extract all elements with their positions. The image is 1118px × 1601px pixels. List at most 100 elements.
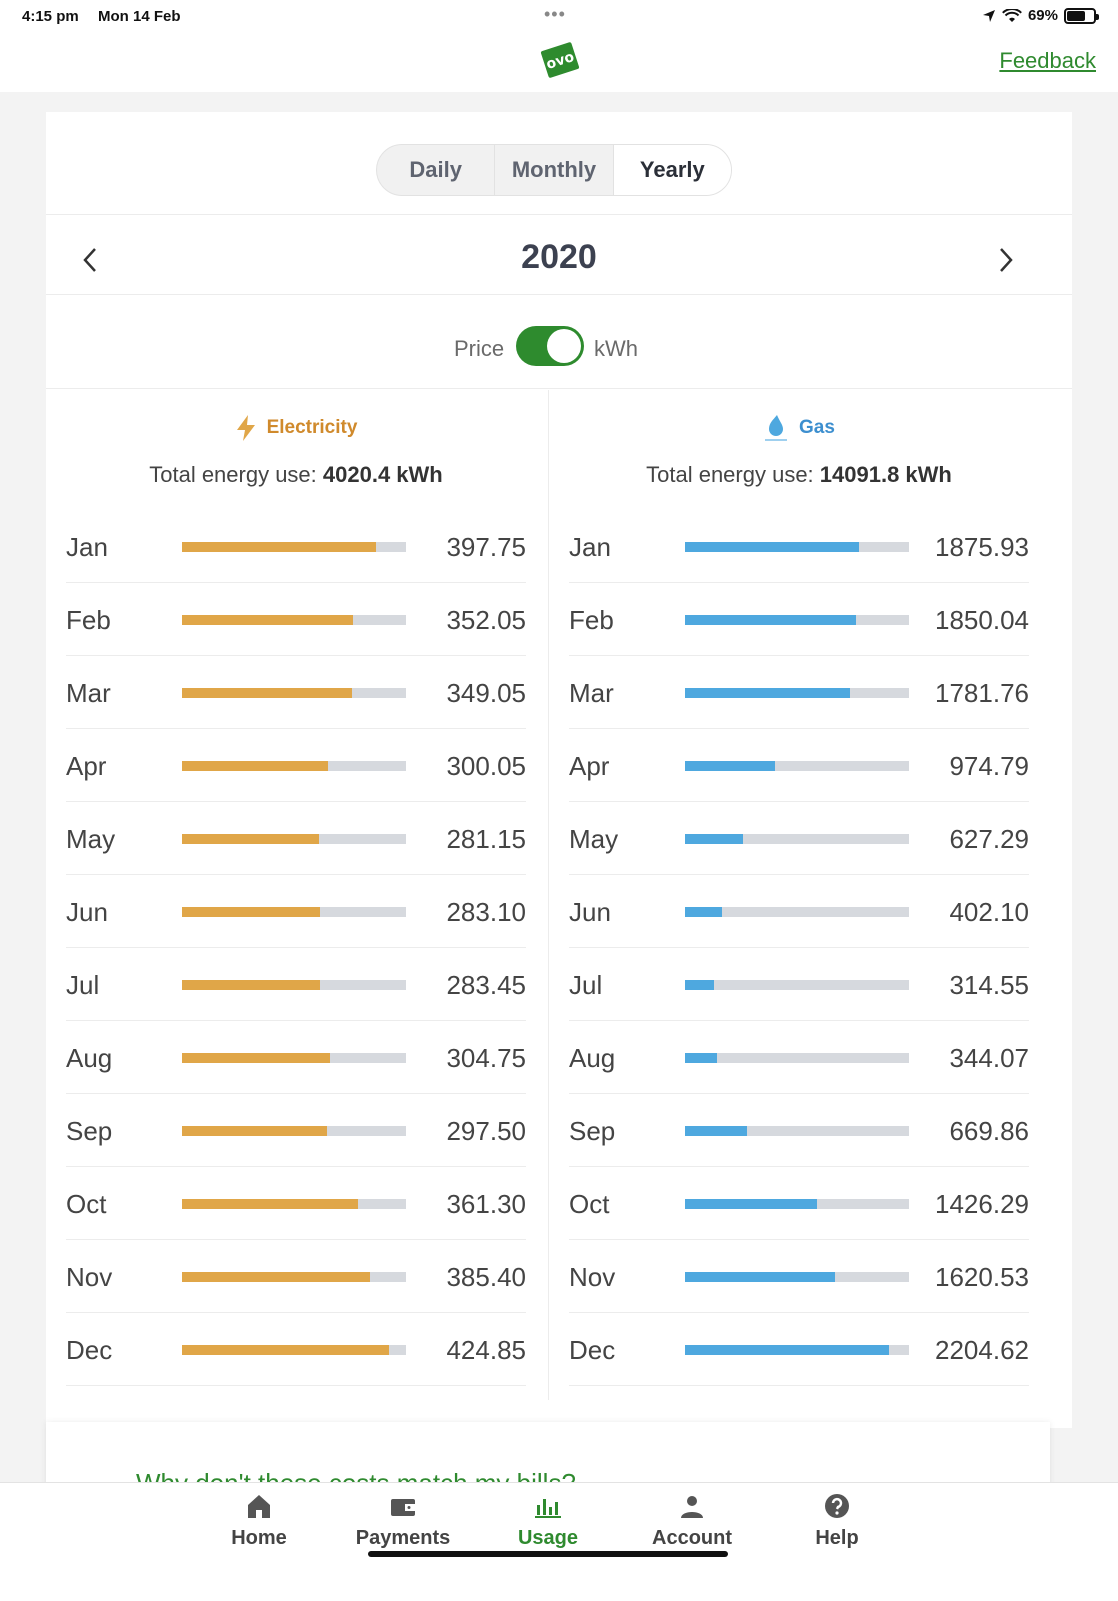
electricity-month-value: 297.50	[446, 1116, 526, 1146]
location-icon	[982, 9, 995, 22]
gas-month-list: Jan 1875.93 Feb 1850.04 Mar 1781.76 Apr 974.79 M…	[569, 510, 1029, 1386]
electricity-month-value: 349.05	[446, 678, 526, 708]
lightning-icon	[236, 415, 255, 441]
electricity-usage-bar	[182, 688, 352, 698]
electricity-month-value: 385.40	[446, 1262, 526, 1292]
gas-month-label: Feb	[569, 605, 614, 635]
gas-header: Gas	[569, 410, 1029, 446]
electricity-month-label: Aug	[66, 1043, 113, 1073]
gas-row-feb: Feb 1850.04	[569, 583, 1029, 656]
electricity-title: Electricity	[266, 417, 358, 438]
gas-usage-bar	[685, 542, 859, 552]
gas-bar-track	[685, 1199, 909, 1209]
gas-bar-track	[685, 761, 909, 771]
home-indicator	[368, 1551, 728, 1557]
gas-month-label: Nov	[569, 1262, 616, 1292]
gas-usage-bar	[685, 1053, 717, 1063]
electricity-row-feb: Feb 352.05	[66, 583, 526, 656]
previous-year-button[interactable]	[70, 240, 110, 280]
electricity-month-value: 352.05	[446, 605, 526, 635]
status-indicators: 69%	[982, 7, 1099, 24]
tab-monthly[interactable]: Monthly	[495, 145, 614, 195]
gas-usage-bar	[685, 761, 776, 771]
electricity-month-value: 281.15	[446, 824, 526, 854]
next-year-button[interactable]	[986, 240, 1026, 280]
gas-month-value: 2204.62	[935, 1335, 1029, 1365]
electricity-bar-track	[182, 1053, 406, 1063]
electricity-row-apr: Apr 300.05	[66, 729, 526, 802]
column-divider	[548, 390, 549, 1400]
gas-title: Gas	[799, 417, 835, 438]
electricity-month-value: 304.75	[446, 1043, 526, 1073]
tab-home[interactable]: Home	[199, 1491, 319, 1550]
chevron-right-icon	[1000, 248, 1013, 272]
gas-month-label: Oct	[569, 1189, 610, 1219]
electricity-bar-track	[182, 615, 406, 625]
gas-bar-track	[685, 980, 909, 990]
electricity-row-mar: Mar 349.05	[66, 656, 526, 729]
electricity-month-value: 300.05	[446, 751, 526, 781]
tab-usage-label: Usage	[517, 1527, 579, 1549]
gas-month-label: Aug	[569, 1043, 616, 1073]
tab-yearly[interactable]: Yearly	[613, 145, 731, 195]
electricity-row-jun: Jun 283.10	[66, 875, 526, 948]
multitask-dots[interactable]: •••	[544, 4, 566, 24]
status-bar: 4:15 pm Mon 14 Feb ••• 69%	[0, 0, 1118, 34]
tab-daily[interactable]: Daily	[377, 145, 496, 195]
view-segmented-control: Daily Monthly Yearly	[376, 144, 732, 196]
tab-payments-label: Payments	[355, 1527, 451, 1549]
electricity-row-aug: Aug 304.75	[66, 1021, 526, 1094]
tab-account[interactable]: Account	[632, 1491, 752, 1550]
bottom-tab-bar: Home Payments Usage Account Help	[0, 1482, 1118, 1601]
gas-month-value: 314.55	[949, 970, 1029, 1000]
tab-help[interactable]: Help	[777, 1491, 897, 1550]
gas-usage-bar	[685, 907, 723, 917]
help-icon	[825, 1494, 849, 1518]
toggle-label-price: Price	[454, 336, 505, 361]
gas-row-sep: Sep 669.86	[569, 1094, 1029, 1167]
electricity-usage-bar	[182, 907, 320, 917]
electricity-month-label: Sep	[66, 1116, 113, 1146]
unit-toggle[interactable]	[516, 326, 584, 366]
gas-bar-track	[685, 615, 909, 625]
divider	[46, 294, 1072, 295]
electricity-bar-track	[182, 542, 406, 552]
gas-month-label: Apr	[569, 751, 610, 781]
wallet-icon	[391, 1499, 415, 1516]
gas-bar-track	[685, 1053, 909, 1063]
electricity-month-value: 397.75	[446, 532, 526, 562]
tab-payments[interactable]: Payments	[343, 1491, 463, 1550]
electricity-month-label: Jun	[66, 897, 108, 927]
ovo-logo: ovo	[540, 42, 580, 78]
status-date: Mon 14 Feb	[98, 8, 181, 25]
electricity-total-value: 4020.4 kWh	[322, 462, 443, 487]
gas-month-value: 1850.04	[935, 605, 1029, 635]
electricity-month-value: 283.45	[446, 970, 526, 1000]
gas-month-label: May	[569, 824, 619, 854]
gas-row-aug: Aug 344.07	[569, 1021, 1029, 1094]
gas-month-label: Sep	[569, 1116, 616, 1146]
gas-month-value: 669.86	[949, 1116, 1029, 1146]
gas-bar-track	[685, 688, 909, 698]
home-icon	[248, 1495, 270, 1518]
gas-row-oct: Oct 1426.29	[569, 1167, 1029, 1240]
electricity-usage-bar	[182, 1126, 327, 1136]
gas-row-jun: Jun 402.10	[569, 875, 1029, 948]
electricity-usage-bar	[182, 1199, 358, 1209]
divider	[46, 388, 1072, 389]
gas-total-label: Total energy use:	[646, 462, 814, 487]
tab-home-label: Home	[231, 1527, 287, 1549]
feedback-link[interactable]: Feedback	[999, 48, 1096, 73]
gas-bar-track	[685, 907, 909, 917]
electricity-month-label: Feb	[66, 605, 111, 635]
tab-usage[interactable]: Usage	[488, 1491, 608, 1550]
gas-usage-bar	[685, 688, 850, 698]
electricity-month-label: Oct	[66, 1189, 107, 1219]
electricity-bar-track	[182, 834, 406, 844]
battery-percent: 69%	[1027, 7, 1058, 24]
electricity-month-label: Apr	[66, 751, 107, 781]
gas-month-label: Jun	[569, 897, 611, 927]
electricity-row-jan: Jan 397.75	[66, 510, 526, 583]
electricity-row-sep: Sep 297.50	[66, 1094, 526, 1167]
electricity-total-label: Total energy use:	[149, 462, 317, 487]
